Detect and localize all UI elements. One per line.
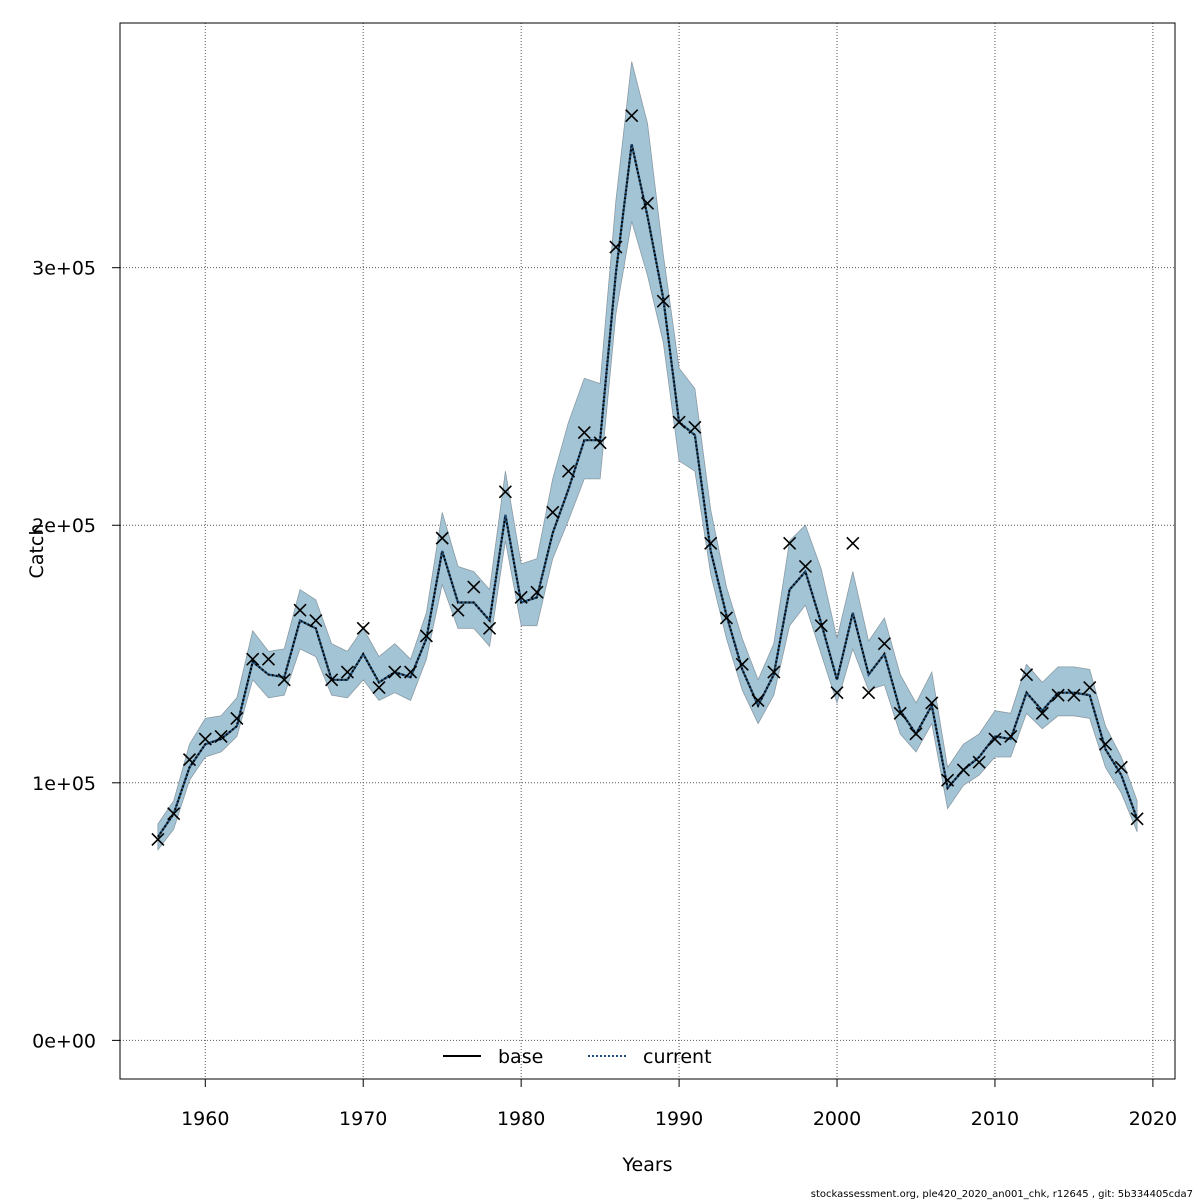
base-point xyxy=(182,753,197,767)
legend-base-label: base xyxy=(498,1046,543,1068)
x-tick-label: 1970 xyxy=(339,1108,387,1130)
base-point xyxy=(246,652,260,666)
x-tick-label: 1980 xyxy=(497,1108,545,1130)
base-point xyxy=(877,637,891,651)
base-point xyxy=(514,590,528,604)
y-tick-label: 2e+05 xyxy=(32,515,96,537)
base-point xyxy=(972,755,986,769)
base-point xyxy=(862,686,876,700)
x-tick-label: 2010 xyxy=(971,1108,1019,1130)
base-point xyxy=(498,485,512,499)
base-point xyxy=(1114,760,1128,774)
base-point xyxy=(1051,688,1065,702)
base-point xyxy=(925,696,939,710)
base-point xyxy=(1083,680,1097,695)
base-point xyxy=(1130,812,1144,826)
base-point xyxy=(719,611,734,625)
base-point xyxy=(293,603,307,617)
base-points xyxy=(151,109,1144,847)
base-point xyxy=(483,621,497,635)
base-point xyxy=(277,673,291,687)
legend-current-label: current xyxy=(643,1046,712,1068)
confidence-band xyxy=(157,61,1138,851)
base-point xyxy=(1004,729,1018,744)
x-tick-label: 2020 xyxy=(1129,1108,1177,1130)
x-tick-label: 2000 xyxy=(813,1108,861,1130)
base-point xyxy=(656,294,670,308)
base-point xyxy=(672,415,686,429)
base-point xyxy=(751,693,765,707)
base-point xyxy=(435,531,449,545)
base-point xyxy=(340,665,354,679)
plot-frame xyxy=(119,22,1176,1080)
y-tick-label: 1e+05 xyxy=(32,773,96,795)
current-band-area xyxy=(157,61,1138,851)
base-point xyxy=(309,613,323,628)
y-axis-title: Catch xyxy=(26,524,48,579)
current-series-line-accent xyxy=(156,143,1139,838)
base-point xyxy=(261,652,276,666)
x-axis-title: Years xyxy=(621,1154,672,1176)
base-point xyxy=(956,763,970,777)
base-point xyxy=(688,420,702,434)
base-point xyxy=(846,536,860,550)
legend: base current xyxy=(443,1046,712,1068)
base-point xyxy=(388,665,402,679)
base-point xyxy=(372,680,386,695)
base-point xyxy=(546,505,560,519)
base-point xyxy=(214,729,228,744)
base-point xyxy=(467,580,481,594)
current-line xyxy=(156,143,1139,838)
base-point xyxy=(325,673,339,687)
base-point xyxy=(609,240,623,254)
base-point xyxy=(625,109,639,123)
base-point xyxy=(151,832,165,847)
footer-credit: stockassessment.org, ple420_2020_an001_c… xyxy=(811,1189,1193,1200)
base-point xyxy=(814,619,828,633)
base-point xyxy=(404,665,418,679)
base-point xyxy=(704,536,718,550)
base-point xyxy=(1035,706,1049,720)
x-tick-label: 1960 xyxy=(181,1108,229,1130)
base-point xyxy=(1019,668,1034,682)
base-point xyxy=(356,621,370,635)
base-point xyxy=(640,196,655,210)
base-point xyxy=(451,603,465,617)
axes: 1960 1970 1980 1990 2000 2010 2020 0e+00 1e+05 2e… xyxy=(32,258,1177,1130)
base-point xyxy=(893,706,907,720)
base-point xyxy=(735,657,749,671)
base-point xyxy=(941,773,955,787)
base-point xyxy=(783,536,797,550)
base-point xyxy=(909,727,923,741)
base-point xyxy=(767,665,781,679)
base-point xyxy=(593,436,607,450)
base-point xyxy=(561,464,576,478)
x-tick-label: 1990 xyxy=(655,1108,703,1130)
base-point xyxy=(1067,688,1081,702)
base-point xyxy=(530,585,544,599)
base-point xyxy=(167,807,181,821)
base-point xyxy=(830,686,844,700)
base-point xyxy=(798,559,812,574)
base-point xyxy=(577,425,591,440)
y-tick-label: 3e+05 xyxy=(32,258,96,280)
grid-lines xyxy=(120,23,1175,1079)
base-point xyxy=(198,732,212,746)
current-series-line xyxy=(156,143,1139,838)
base-point xyxy=(419,629,433,643)
base-point xyxy=(988,732,1002,746)
y-tick-label: 0e+00 xyxy=(32,1030,96,1052)
base-point xyxy=(230,711,244,725)
base-point xyxy=(1098,737,1113,751)
